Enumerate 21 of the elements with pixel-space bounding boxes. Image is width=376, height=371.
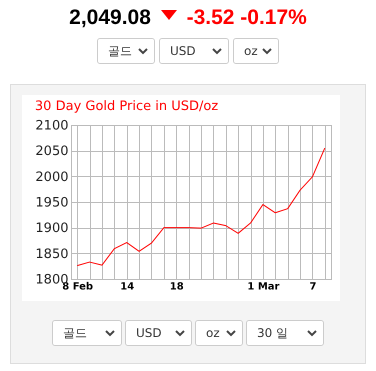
- x-tick-label: 1 Mar: [247, 282, 280, 292]
- y-tick-label: 2100: [35, 118, 68, 134]
- chart-title: 30 Day Gold Price in USD/oz: [34, 99, 218, 114]
- y-tick-label: 2050: [35, 144, 68, 160]
- y-tick-label: 1950: [35, 196, 68, 210]
- dropdown: 골드: [97, 38, 155, 64]
- dropdown: 30 일: [246, 320, 324, 346]
- dropdown: 골드: [52, 320, 122, 346]
- dropdown: USD: [159, 38, 229, 64]
- x-tick-label: 18: [170, 282, 184, 292]
- text: 2,049.08: [69, 6, 151, 29]
- x-tick-label: 7: [309, 282, 316, 292]
- line-series: [76, 148, 326, 266]
- dropdown: USD: [125, 320, 192, 346]
- y-tick-label: 1900: [35, 221, 68, 236]
- x-tick-label: 14: [120, 282, 134, 292]
- text: -3.52 -0.17%: [186, 6, 307, 29]
- y-tick-label: 1850: [35, 246, 68, 262]
- dropdown: oz: [233, 38, 279, 64]
- dropdown: oz: [195, 320, 243, 346]
- y-tick-label: 2000: [35, 170, 68, 185]
